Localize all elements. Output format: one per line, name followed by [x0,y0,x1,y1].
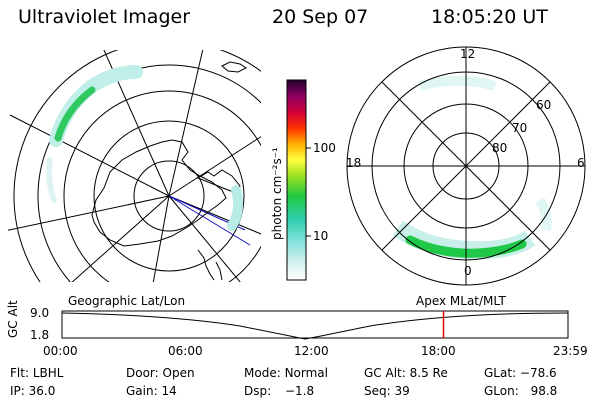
glat-label: GLat: [484,366,517,380]
geographic-map [8,50,261,282]
dsp-label: Dsp: [244,384,272,398]
gain-value: 14 [161,384,177,398]
mode-label: Mode: [244,366,281,380]
gcalt-label: GC Alt: [364,366,406,380]
mlt-label-18: 18 [346,156,362,170]
status-door: Door: Open [126,366,195,380]
glon-label: GLon: [484,384,519,398]
glat-value: −78.6 [519,366,557,380]
ip-value: 36.0 [28,384,56,398]
meridian-line [8,195,170,231]
timeline-ytick-1-8: 1.8 [30,328,50,342]
timeline-right-caption: Apex MLat/MLT [416,294,506,308]
meridian-line [152,195,170,282]
status-mode: Mode: Normal [244,366,328,380]
lat-circle [133,160,205,232]
filter-value: LBHL [32,366,64,380]
colorbar-tick-label-100: 100 [313,141,336,155]
altitude-curve [61,312,569,340]
lat-circle [93,120,245,272]
mlt-label-6: 6 [577,156,585,170]
aurora-band-map [49,65,143,147]
gcalt-value: 8.5 Re [409,366,448,380]
status-dsp: Dsp: −1.8 [244,384,314,398]
timeline-frame [61,310,569,339]
meridian-line [168,195,241,282]
timeline-xtick: 18:00 [421,344,456,358]
status-gain: Gain: 14 [126,384,177,398]
door-value: Open [162,366,195,380]
meridian-line [103,50,170,197]
lat-circle [37,64,261,282]
mlt-label-0: 0 [464,264,472,278]
island-outline [221,61,247,73]
seq-label: Seq: [364,384,391,398]
instrument-title: Ultraviolet Imager [18,6,191,28]
mlat-label-60: 60 [536,98,552,112]
polar-plot [346,46,586,286]
mlat-label-70: 70 [512,121,528,135]
gain-label: Gain: [126,384,158,398]
track-line [168,195,251,246]
aurora-faint-map [46,157,57,203]
date-label: 20 Sep 07 [272,6,369,28]
filter-label: Flt: [10,366,29,380]
lat-circle [63,90,261,282]
meridian-line [168,50,204,197]
colorbar-unit-label: photon cm⁻²s⁻¹ [270,147,284,240]
timeline-xtick: 06:00 [168,344,203,358]
timeline-axis-label: GC Alt [6,300,20,338]
status-gcalt: GC Alt: 8.5 Re [364,366,448,380]
status-glon: GLon: 98.8 [484,384,557,398]
status-filter: Flt: LBHL [10,366,63,380]
antarctica-coastline [91,139,227,247]
ip-label: IP: [10,384,25,398]
door-label: Door: [126,366,159,380]
aurora-core-map [54,86,96,142]
glon-value: 98.8 [530,384,558,398]
peninsula-coastline [196,169,241,193]
timeline-xtick: 12:00 [294,344,329,358]
aurora-oval-faint [418,75,552,231]
time-label: 18:05:20 UT [431,6,548,28]
status-glat: GLat: −78.6 [484,366,557,380]
dsp-value: −1.8 [284,384,315,398]
continent-outline [197,249,223,281]
mlat-label-80: 80 [492,141,508,155]
timeline-ytick-9: 9.0 [30,306,50,320]
status-seq: Seq: 39 [364,384,410,398]
lat-circle [13,50,261,282]
colorbar-gradient [286,79,307,281]
meridian-line [168,136,261,197]
mlt-axis-diagonal [381,81,551,251]
meridian-line [9,114,170,197]
timeline-xtick: 23:59 [553,344,588,358]
aurora-edge-map [227,185,244,231]
timeline-left-caption: Geographic Lat/Lon [68,294,186,308]
status-ip: IP: 36.0 [10,384,55,398]
seq-value: 39 [394,384,410,398]
timeline-xtick: 00:00 [43,344,78,358]
colorbar-tick-label-10: 10 [313,229,329,243]
meridian-line [71,195,170,282]
mode-value: Normal [284,366,328,380]
mlt-label-12: 12 [460,47,476,61]
colorbar [286,79,311,281]
timeline-plot [61,310,569,340]
